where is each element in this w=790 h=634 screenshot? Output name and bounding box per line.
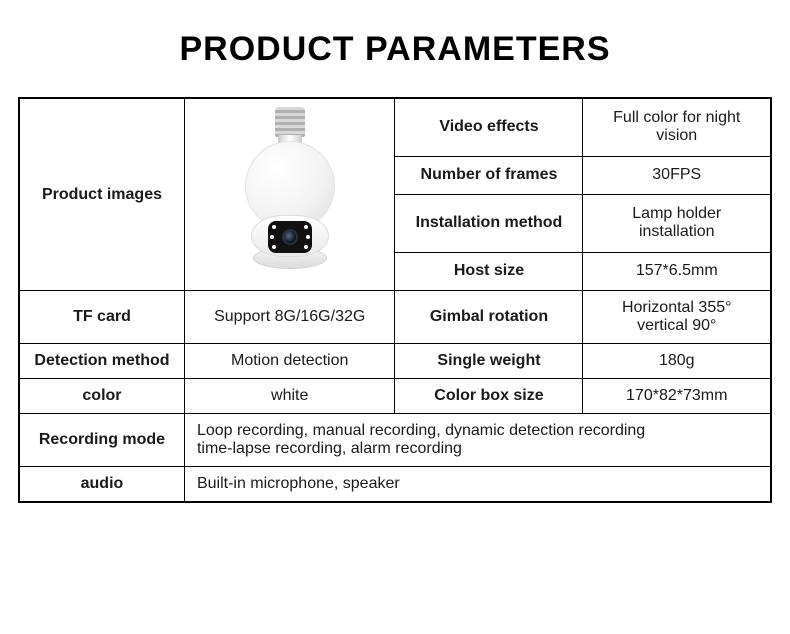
- audio-label: audio: [19, 467, 184, 503]
- video-effects-value: Full color for night vision: [583, 98, 771, 156]
- install-method-value: Lamp holder installation: [583, 195, 771, 253]
- table-row: TF card Support 8G/16G/32G Gimbal rotati…: [19, 291, 771, 344]
- table-row: audio Built-in microphone, speaker: [19, 467, 771, 503]
- color-label: color: [19, 379, 184, 414]
- product-images-label: Product images: [19, 98, 184, 291]
- recording-value: Loop recording, manual recording, dynami…: [184, 414, 771, 467]
- parameters-table: Product images Video effects Full color …: [18, 97, 772, 503]
- table-row: color white Color box size 170*82*73mm: [19, 379, 771, 414]
- host-size-value: 157*6.5mm: [583, 252, 771, 290]
- weight-value: 180g: [583, 344, 771, 379]
- detection-value: Motion detection: [184, 344, 395, 379]
- host-size-label: Host size: [395, 252, 583, 290]
- gimbal-value: Horizontal 355° vertical 90°: [583, 291, 771, 344]
- color-value: white: [184, 379, 395, 414]
- table-row: Product images Video effects Full color …: [19, 98, 771, 156]
- tf-card-value: Support 8G/16G/32G: [184, 291, 395, 344]
- bulb-camera-icon: [235, 107, 345, 277]
- recording-label: Recording mode: [19, 414, 184, 467]
- gimbal-label: Gimbal rotation: [395, 291, 583, 344]
- install-method-label: Installation method: [395, 195, 583, 253]
- video-effects-label: Video effects: [395, 98, 583, 156]
- product-image-cell: [184, 98, 395, 291]
- detection-label: Detection method: [19, 344, 184, 379]
- page-title: PRODUCT PARAMETERS: [18, 30, 772, 69]
- table-row: Recording mode Loop recording, manual re…: [19, 414, 771, 467]
- weight-label: Single weight: [395, 344, 583, 379]
- table-row: Detection method Motion detection Single…: [19, 344, 771, 379]
- audio-value: Built-in microphone, speaker: [184, 467, 771, 503]
- tf-card-label: TF card: [19, 291, 184, 344]
- frames-value: 30FPS: [583, 156, 771, 194]
- frames-label: Number of frames: [395, 156, 583, 194]
- color-box-value: 170*82*73mm: [583, 379, 771, 414]
- color-box-label: Color box size: [395, 379, 583, 414]
